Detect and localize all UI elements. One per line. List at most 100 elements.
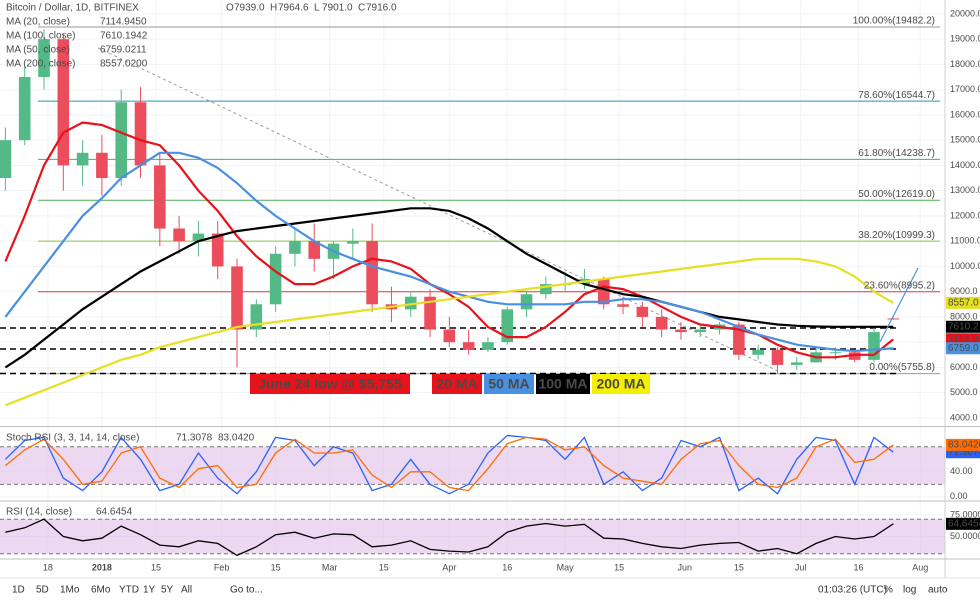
legend-value: 7114.9450 <box>100 17 147 28</box>
range-button[interactable]: YTD <box>119 585 139 596</box>
scale-option[interactable]: auto <box>928 585 948 596</box>
fib-label: 38.20%(10999.3) <box>858 230 935 241</box>
y-tick-label: 12000.0 <box>950 210 980 220</box>
x-tick-label: May <box>557 562 575 572</box>
x-tick-label: 15 <box>271 562 281 572</box>
y-tick-label: 14000.0 <box>950 160 980 170</box>
indicator-band <box>0 519 945 554</box>
fib-label: 61.80%(14238.7) <box>858 148 935 159</box>
annotation-text: June 24 low @ $5,755 <box>258 376 402 392</box>
fib-label: 23.60%(8995.2) <box>864 280 935 291</box>
range-button[interactable]: 1Y <box>143 585 156 596</box>
annotation-box <box>536 374 590 394</box>
pane-title: RSI (14, close) <box>6 507 72 518</box>
legend-name: MA (200, close) <box>6 59 75 70</box>
candle-body <box>154 165 166 229</box>
candle-body <box>57 39 70 166</box>
candle-body <box>501 309 514 343</box>
x-tick-label: 16 <box>854 562 864 572</box>
annotation-text: 50 MA <box>488 376 529 392</box>
candle-body <box>115 102 128 179</box>
candle-body <box>192 233 205 242</box>
ohlc-key: H <box>270 3 277 14</box>
projection-arrow <box>879 267 919 343</box>
candle-body <box>462 342 475 350</box>
indicator-line <box>4 151 894 353</box>
candle-body <box>520 294 533 310</box>
y-tick-label: 8000.0 <box>950 311 978 321</box>
annotation-box <box>484 374 534 394</box>
candle-body <box>868 332 880 360</box>
price-badge-label: 83.0420 <box>948 440 980 451</box>
y-tick-label: 19000.0 <box>950 34 980 44</box>
candle-body <box>211 233 224 267</box>
range-button[interactable]: All <box>181 585 192 596</box>
x-tick-label: 16 <box>502 562 512 572</box>
legend-value: 6759.0211 <box>100 45 147 56</box>
scale-option[interactable]: % <box>884 585 893 596</box>
ohlc-key: O <box>226 3 234 14</box>
price-badge-label: 64.6454 <box>948 518 980 529</box>
candle-body <box>347 241 359 244</box>
x-tick-label: 18 <box>43 562 53 572</box>
candle-body <box>366 241 378 305</box>
annotation-box <box>592 374 650 394</box>
price-badge-label: 7114.9 <box>948 334 978 345</box>
annotation-box <box>432 374 482 394</box>
ohlc-value: 7916.0 <box>366 3 397 14</box>
range-button[interactable]: 5D <box>36 585 49 596</box>
x-tick-label: 15 <box>734 562 744 572</box>
fib-label: 50.00%(12619.0) <box>858 189 935 200</box>
range-button[interactable]: Go to... <box>230 585 263 596</box>
annotation-text: 20 MA <box>436 376 477 392</box>
indicator-line <box>5 518 894 557</box>
y-tick-label: 4000.0 <box>950 412 978 422</box>
pane-value: 71.3078 <box>176 433 213 444</box>
x-tick-label: 15 <box>379 562 389 572</box>
candle-body <box>404 296 417 310</box>
candle-body <box>38 39 50 78</box>
price-badge <box>946 517 980 530</box>
candle-body <box>848 352 861 360</box>
legend-value: 7610.1942 <box>100 31 148 42</box>
y-tick-label: 13000.0 <box>950 185 980 195</box>
price-badge <box>946 320 980 333</box>
x-tick-label: Apr <box>442 562 456 572</box>
ohlc-key: C <box>358 3 365 14</box>
candle-body <box>790 362 803 365</box>
candle-body <box>694 329 707 333</box>
range-button[interactable]: 1Mo <box>60 585 80 596</box>
y-tick-label: 11000.0 <box>950 236 980 246</box>
candle-body <box>752 349 764 355</box>
candle-body <box>771 349 784 365</box>
price-badge <box>946 296 980 309</box>
annotation-box <box>250 374 410 394</box>
price-badge <box>946 438 980 451</box>
x-tick-label: 15 <box>614 562 624 572</box>
legend-value: 8557.0200 <box>100 59 148 70</box>
x-tick-label: Jun <box>678 562 693 572</box>
indicator-line <box>4 436 894 492</box>
y-tick-label: 18000.0 <box>950 59 980 69</box>
candle-body <box>424 296 436 330</box>
pane-value: 64.6454 <box>96 507 133 518</box>
y-tick-label: 15000.0 <box>950 135 980 145</box>
range-button[interactable]: 6Mo <box>91 585 111 596</box>
x-tick-label: 15 <box>151 562 161 572</box>
symbol-title: Bitcoin / Dollar, 1D, BITFINEX <box>6 3 139 14</box>
range-button[interactable]: 5Y <box>161 585 174 596</box>
y-tick-label: 6000.0 <box>950 362 978 372</box>
candle-body <box>829 352 842 354</box>
range-button[interactable]: 1D <box>12 585 25 596</box>
candle-body <box>0 140 12 179</box>
candle-body <box>887 318 900 320</box>
y-tick-label: 16000.0 <box>950 109 980 119</box>
x-tick-label: 2018 <box>92 562 112 572</box>
candle-body <box>636 306 649 317</box>
y-tick-label: 0.00 <box>950 491 968 501</box>
scale-option[interactable]: log <box>903 585 916 596</box>
y-tick-label: 5000.0 <box>950 387 978 397</box>
pane-title: Stoch RSI (3, 3, 14, 14, close) <box>6 433 139 444</box>
annotation-text: 200 MA <box>596 376 645 392</box>
